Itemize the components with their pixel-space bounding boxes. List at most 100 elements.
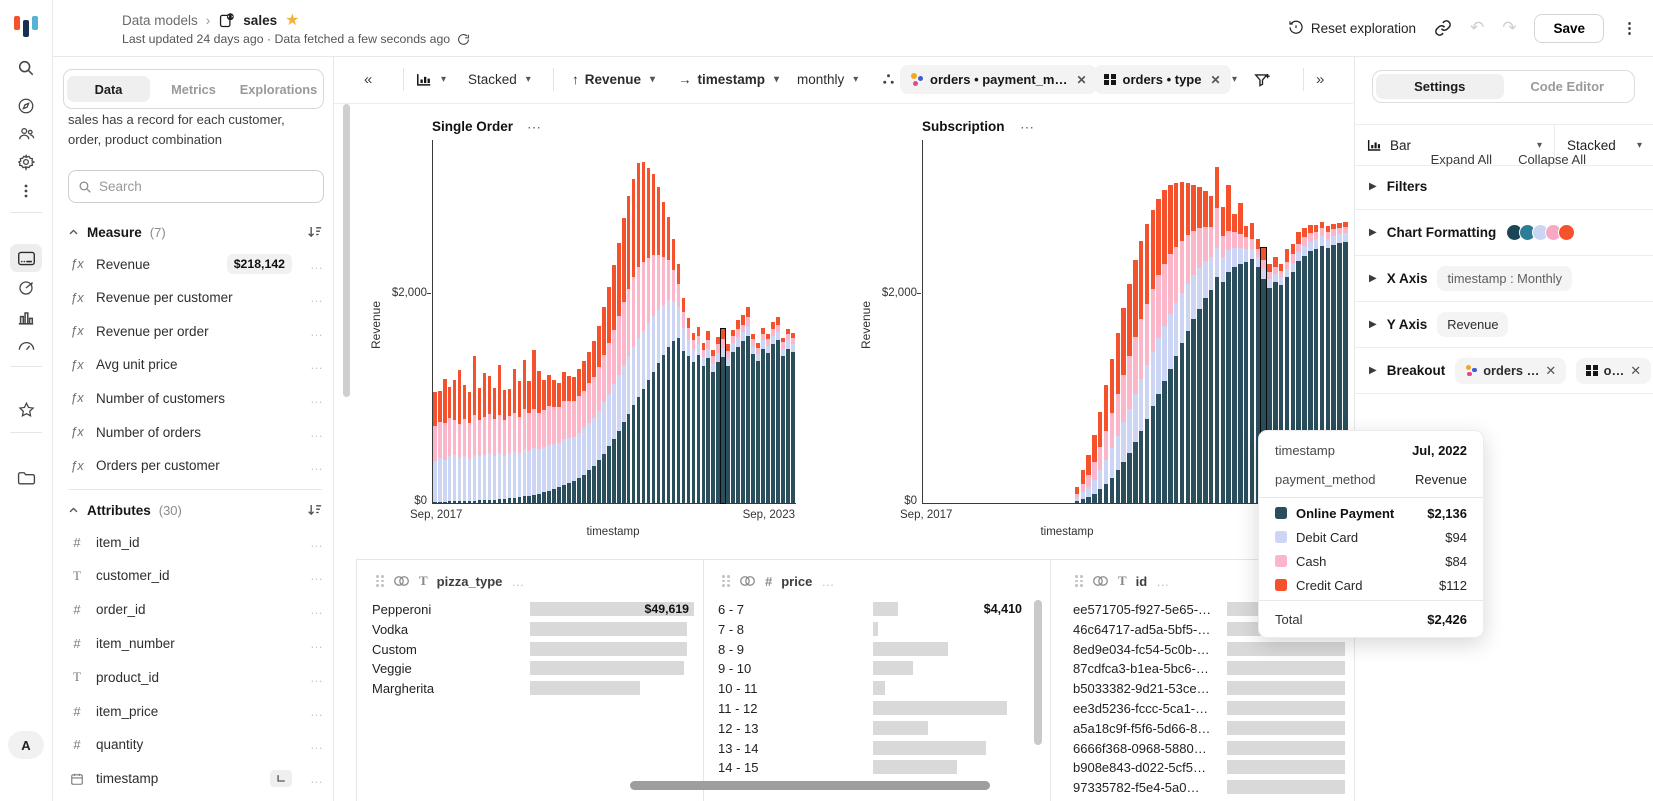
row-menu-icon[interactable]: … (310, 568, 324, 584)
app-logo[interactable] (14, 16, 38, 37)
stacked-bar[interactable] (1133, 260, 1138, 503)
stacked-bar[interactable] (1121, 307, 1126, 503)
collapse-left-icon[interactable]: « (364, 71, 373, 88)
breakout-pill-payment-method[interactable]: orders • payment_m… ✕ (900, 65, 1097, 94)
summary-row[interactable]: 12 - 13 (703, 720, 1003, 737)
row-menu-icon[interactable]: … (310, 771, 324, 787)
settings-tab-code-editor[interactable]: Code Editor (1530, 79, 1605, 94)
stacked-bar[interactable] (786, 328, 790, 503)
stacked-bar[interactable] (716, 337, 720, 503)
stacked-bar[interactable] (472, 356, 477, 503)
sidebar-attribute-item_id[interactable]: # item_id… (68, 530, 324, 554)
summary-row[interactable]: 6666f368-0968-5880… (1052, 740, 1352, 757)
panel-menu-icon[interactable]: … (1156, 573, 1171, 589)
stacked-bar[interactable] (771, 322, 775, 503)
stacked-bar[interactable] (1319, 221, 1325, 503)
stacked-bar[interactable] (791, 332, 795, 503)
summary-row[interactable]: Veggie (356, 660, 685, 677)
breakout-pill[interactable]: orders … ✕ (1455, 357, 1567, 384)
summary-row[interactable]: Margherita (356, 680, 656, 697)
vertical-scrollbar[interactable] (1034, 600, 1042, 745)
sidebar-measure-number-of-customers[interactable]: ƒx Number of customers… (68, 386, 324, 410)
remove-pill-icon[interactable]: ✕ (1076, 72, 1087, 87)
stacked-bar[interactable] (462, 384, 467, 503)
sidebar-measure-revenue[interactable]: ƒx Revenue $218,142… (68, 252, 324, 276)
rail-dataset-icon[interactable] (10, 244, 42, 272)
summary-row[interactable]: a5a18c9f-f5f6-5d66-8… (1052, 720, 1352, 737)
stacked-bar[interactable] (681, 298, 686, 503)
summary-row[interactable]: 8 - 9 (703, 641, 1003, 658)
stacked-bar[interactable] (1267, 263, 1272, 503)
stacked-bar[interactable] (1302, 227, 1307, 503)
stacked-bar[interactable] (1156, 198, 1161, 504)
stacked-bar[interactable] (1331, 223, 1336, 503)
stacked-bar[interactable] (621, 218, 626, 503)
favorite-star-icon[interactable]: ★ (285, 12, 300, 29)
stacked-bar[interactable] (433, 391, 437, 503)
stacked-bar[interactable] (666, 217, 671, 503)
rail-compass-icon[interactable] (10, 92, 42, 120)
collapse-all-link[interactable]: Collapse All (1518, 152, 1586, 167)
stacked-bar[interactable] (761, 327, 765, 503)
collapse-right-icon[interactable]: » (1316, 71, 1325, 88)
stacked-bar[interactable] (522, 359, 527, 503)
rail-bar-chart-icon[interactable] (10, 303, 42, 331)
stacked-bar[interactable] (517, 380, 522, 503)
color-palette[interactable] (1506, 224, 1576, 241)
filter-icon[interactable] (1254, 56, 1271, 103)
sidebar-measure-avg-unit-price[interactable]: ƒx Avg unit price… (68, 353, 324, 377)
stacked-bar[interactable] (1278, 263, 1284, 503)
summary-row[interactable]: Vodka (356, 621, 688, 638)
breadcrumb-data-models[interactable]: Data models (122, 12, 198, 28)
breakout-pill-type[interactable]: orders • type ✕ (1094, 65, 1231, 94)
stacked-bar[interactable] (1238, 202, 1243, 503)
redo-icon[interactable]: ↷ (1502, 18, 1517, 37)
stacked-bar[interactable] (1337, 222, 1342, 503)
stacked-bar[interactable] (1098, 411, 1103, 503)
stacked-bar[interactable] (562, 371, 566, 503)
stacked-bar[interactable] (1162, 190, 1167, 503)
stacked-bar[interactable] (552, 380, 556, 503)
stacked-bar[interactable] (587, 351, 591, 503)
stacked-bar[interactable] (661, 201, 666, 503)
stacked-bar[interactable] (1255, 239, 1261, 503)
horizontal-scrollbar[interactable] (630, 781, 990, 790)
row-menu-icon[interactable]: … (310, 602, 324, 618)
stacked-bar[interactable] (457, 370, 462, 503)
sidebar-attribute-quantity[interactable]: # quantity… (68, 733, 324, 757)
stacked-bar[interactable] (512, 368, 517, 503)
summary-row[interactable]: 13 - 14 (703, 740, 1003, 757)
stacked-bar[interactable] (1343, 221, 1348, 503)
sidebar-attribute-timestamp[interactable]: timestamp… (68, 767, 324, 791)
sidebar-attribute-order_id[interactable]: # order_id… (68, 598, 324, 622)
summary-row[interactable]: b908e843-d022-5cf5… (1052, 759, 1352, 776)
stack-mode-select[interactable]: Stacked ▾ (1567, 137, 1642, 153)
chart-type-select[interactable]: ▾ (416, 56, 446, 103)
stacked-bar[interactable] (1103, 385, 1109, 503)
stacked-bar[interactable] (577, 368, 581, 503)
stacked-bar[interactable] (1086, 454, 1091, 503)
stacked-bar[interactable] (731, 329, 735, 503)
stacked-bar[interactable] (1232, 214, 1237, 503)
undo-icon[interactable]: ↶ (1469, 18, 1485, 37)
x-field-select[interactable]: → timestamp ▾ (678, 72, 780, 87)
stacked-bar[interactable] (1080, 470, 1085, 503)
rail-star-icon[interactable] (10, 396, 42, 424)
stacked-bar[interactable] (467, 391, 472, 503)
rail-gear-icon[interactable] (10, 148, 42, 176)
stacked-bar[interactable] (487, 376, 492, 503)
granularity-select[interactable]: monthly ▾ (797, 72, 859, 87)
y-field-select[interactable]: ↑ Revenue ▾ (572, 72, 656, 87)
rail-donut-chart-icon[interactable] (10, 274, 42, 302)
summary-row[interactable]: 9 - 10 (703, 660, 1003, 677)
stacked-bar[interactable] (676, 263, 681, 503)
remove-pill-icon[interactable]: ✕ (1545, 362, 1557, 378)
stacked-bar[interactable] (477, 388, 482, 503)
stacked-bar[interactable] (631, 178, 636, 503)
stacked-bar[interactable] (626, 196, 631, 503)
stacked-bar[interactable] (766, 333, 770, 503)
panel-menu-icon[interactable]: … (821, 573, 836, 589)
stacked-bar[interactable] (646, 168, 651, 503)
sidebar-measure-orders-per-customer[interactable]: ƒx Orders per customer… (68, 454, 324, 478)
